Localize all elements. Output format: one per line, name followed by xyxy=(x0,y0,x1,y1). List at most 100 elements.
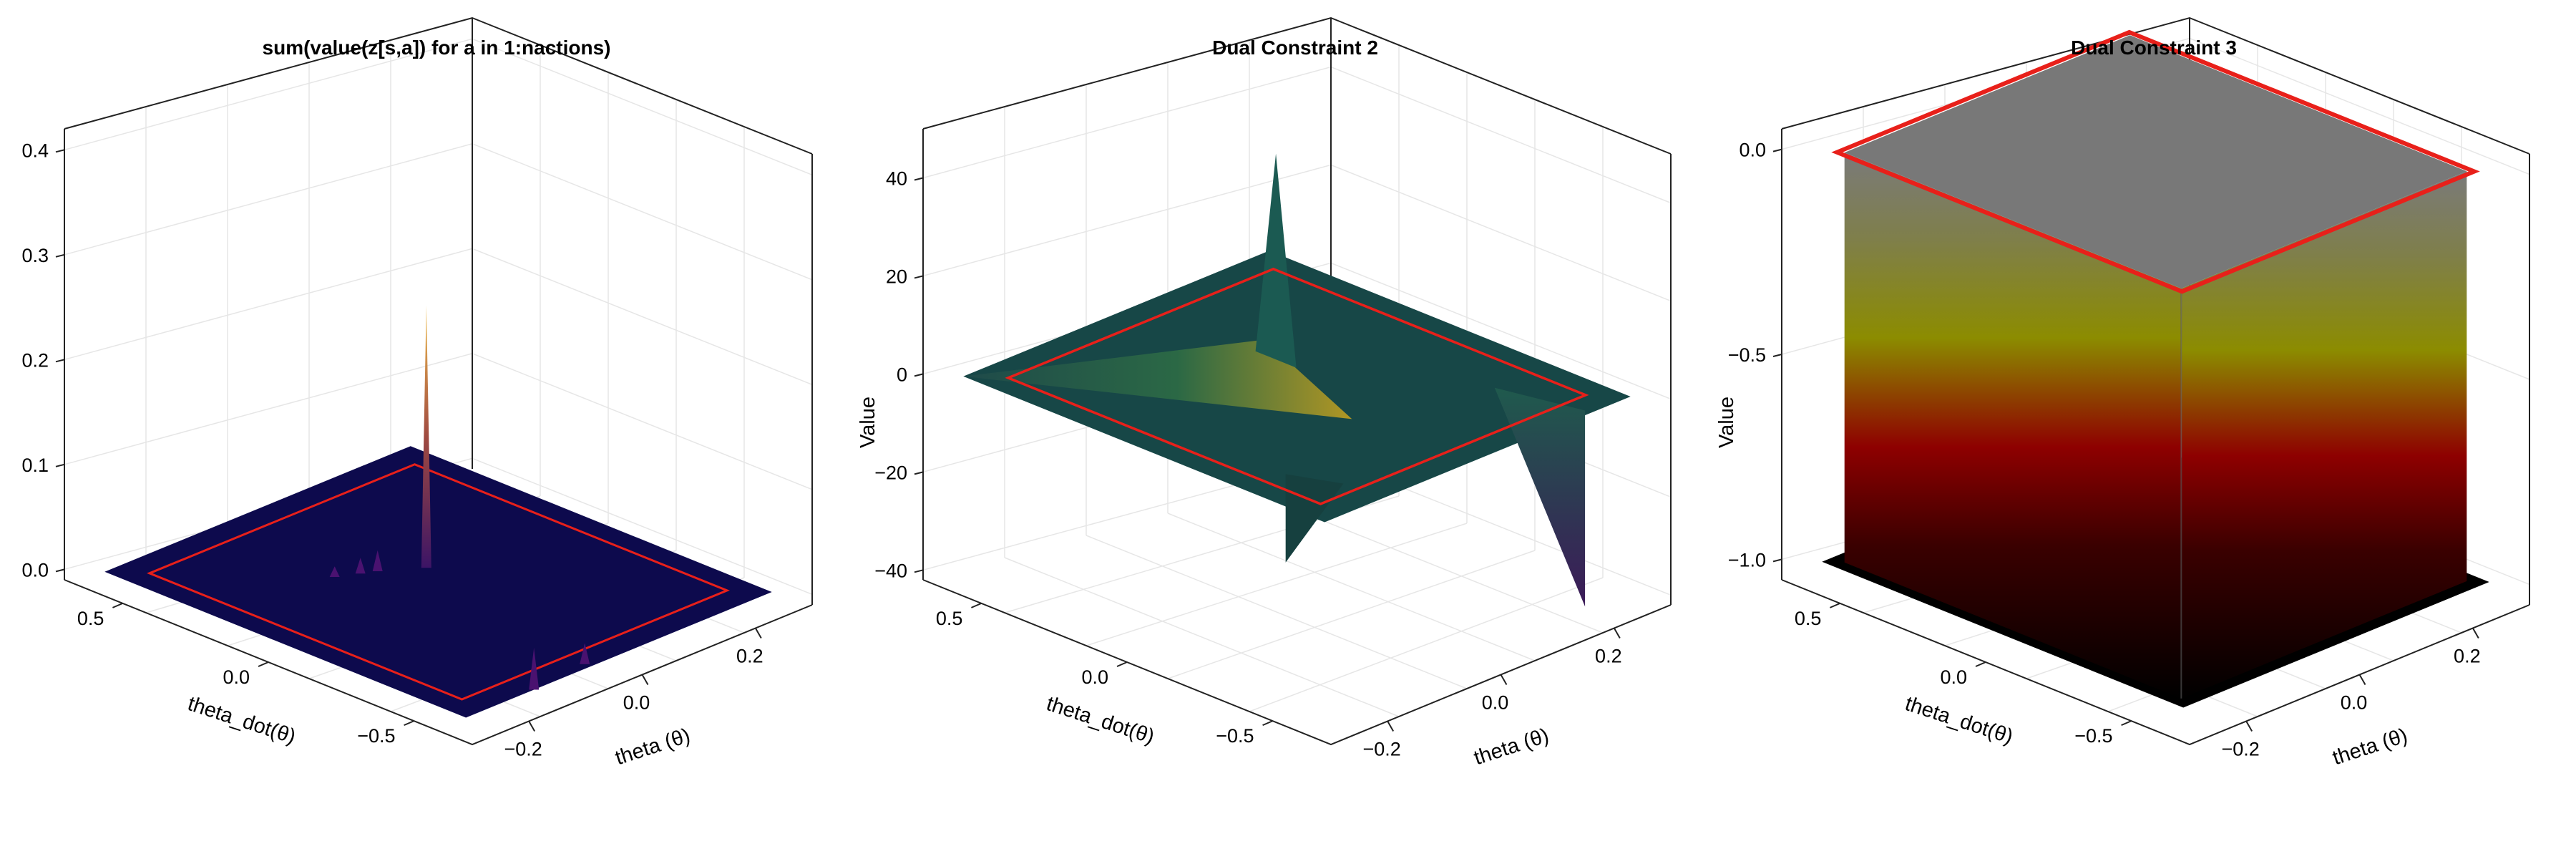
x-axis-label: theta_dot(θ) xyxy=(185,692,298,749)
x-tick-mark xyxy=(1830,602,1840,608)
panel-3: −1.0 −0.5 0.0 0.5 0.0 −0.5 −0.2 0.0 0.2 theta_dot… xyxy=(1715,16,2530,770)
y-tick-mark xyxy=(754,628,762,639)
z-tick-mark xyxy=(914,373,924,377)
x-tick-label: 0.5 xyxy=(1795,608,1822,629)
x-axis-label: theta_dot(θ) xyxy=(1043,692,1157,749)
z-tick-mark xyxy=(1772,148,1782,152)
z-tick-label: −20 xyxy=(874,462,907,483)
y-tick-label: 0.2 xyxy=(736,646,763,667)
surface-wedge xyxy=(963,339,1352,419)
x-tick-mark xyxy=(404,720,414,727)
y-tick-label: 0.2 xyxy=(2454,646,2481,667)
z-tick-mark xyxy=(914,177,924,181)
y-tick-label: 0.2 xyxy=(1595,646,1622,667)
y-axis-label: theta (θ) xyxy=(1471,724,1552,770)
x-tick-mark xyxy=(1262,720,1273,727)
z-axis-label: Value xyxy=(1715,397,1738,448)
x-tick-mark xyxy=(1975,661,1986,667)
z-tick-label: 40 xyxy=(886,168,907,189)
z-tick-label: −1.0 xyxy=(1728,549,1766,571)
x-tick-mark xyxy=(112,602,123,608)
z-tick-label: 0.4 xyxy=(21,140,49,161)
z-tick-label: 0.2 xyxy=(21,349,49,371)
x-tick-label: 0.0 xyxy=(1081,666,1108,688)
z-tick-mark xyxy=(55,359,65,363)
x-tick-mark xyxy=(2121,720,2132,727)
surface-spike xyxy=(372,550,383,571)
y-tick-mark xyxy=(1613,628,1621,639)
x-tick-label: 0.5 xyxy=(936,608,963,629)
y-tick-label: 0.0 xyxy=(1482,692,1509,714)
z-axis-label: Value xyxy=(857,397,879,448)
tick-labels: −40 −20 0 20 40 0.5 0.0 −0.5 −0.2 0.0 0.2 theta_dot… xyxy=(857,168,1622,770)
z-tick-mark xyxy=(914,471,924,475)
z-tick-mark xyxy=(55,253,65,258)
z-tick-label: 0 xyxy=(897,364,907,385)
y-tick-label: 0.0 xyxy=(2341,692,2368,714)
surface-wall-right xyxy=(2181,171,2467,699)
boundary-line xyxy=(147,463,730,701)
z-tick-label: −40 xyxy=(874,560,907,581)
surface-spike xyxy=(580,643,590,664)
surface-spike-down xyxy=(1285,474,1344,563)
z-tick-label: 0.0 xyxy=(21,559,49,581)
z-tick-mark xyxy=(55,463,65,467)
y-tick-mark xyxy=(2358,674,2366,685)
surface-spike-up xyxy=(1255,153,1297,368)
y-axis-label: theta (θ) xyxy=(2330,724,2411,770)
surface-wall-left xyxy=(1844,152,2182,699)
x-tick-label: 0.0 xyxy=(223,666,250,688)
frame-lines xyxy=(64,16,813,746)
boundary-line xyxy=(1005,267,1589,505)
x-tick-mark xyxy=(1116,661,1128,667)
boundary-line xyxy=(1831,29,2480,294)
surface-spike xyxy=(421,305,431,568)
z-tick-mark xyxy=(1772,558,1782,563)
y-tick-mark xyxy=(528,721,536,732)
surface-spike xyxy=(355,558,366,574)
z-tick-mark xyxy=(914,275,924,279)
z-tick-label: 20 xyxy=(886,266,907,287)
frame-lines xyxy=(922,16,1672,746)
z-tick-label: 0.1 xyxy=(21,455,49,476)
z-tick-mark xyxy=(914,569,924,573)
x-tick-label: −0.5 xyxy=(1216,725,1254,747)
chart-title: sum(value(z[s,a]) for a in 1:nactions) xyxy=(263,37,611,59)
x-tick-mark xyxy=(971,602,982,608)
surface-plane xyxy=(104,446,772,718)
chart-title: Dual Constraint 3 xyxy=(2071,37,2237,59)
z-tick-mark xyxy=(55,568,65,573)
panel-2: −40 −20 0 20 40 0.5 0.0 −0.5 −0.2 0.0 0.2 theta_dot… xyxy=(857,16,1672,770)
z-tick-label: 0.0 xyxy=(1739,140,1766,161)
surface xyxy=(963,153,1631,607)
y-tick-label: −0.2 xyxy=(504,739,542,760)
y-tick-label: 0.0 xyxy=(623,692,650,714)
surface xyxy=(1822,29,2489,708)
x-tick-label: −0.5 xyxy=(357,725,395,747)
surface-spike xyxy=(529,647,540,690)
x-tick-label: 0.0 xyxy=(1940,666,1967,688)
chart-title: Dual Constraint 2 xyxy=(1212,37,1378,59)
y-axis-label: theta (θ) xyxy=(613,724,693,770)
y-tick-label: −0.2 xyxy=(2222,739,2260,760)
z-tick-mark xyxy=(55,149,65,153)
panel-1: 0.0 0.1 0.2 0.3 0.4 0.5 0.0 −0.5 −0.2 0.0 0.2 theta… xyxy=(21,16,813,770)
y-tick-mark xyxy=(2245,721,2253,732)
y-tick-label: −0.2 xyxy=(1363,739,1401,760)
y-tick-mark xyxy=(2472,628,2479,639)
surface-plateau xyxy=(1844,35,2467,289)
surface xyxy=(104,305,772,718)
surface-spike-down xyxy=(1494,387,1586,607)
z-tick-label: −0.5 xyxy=(1728,344,1766,366)
x-tick-mark xyxy=(258,661,269,667)
y-tick-mark xyxy=(641,674,649,685)
surface-spike xyxy=(329,566,340,577)
y-tick-mark xyxy=(1387,721,1395,732)
x-tick-label: −0.5 xyxy=(2074,725,2112,747)
y-tick-mark xyxy=(1500,674,1508,685)
x-tick-label: 0.5 xyxy=(77,608,104,629)
x-axis-label: theta_dot(θ) xyxy=(1902,692,2016,749)
z-tick-label: 0.3 xyxy=(21,245,49,266)
z-tick-mark xyxy=(1772,354,1782,357)
